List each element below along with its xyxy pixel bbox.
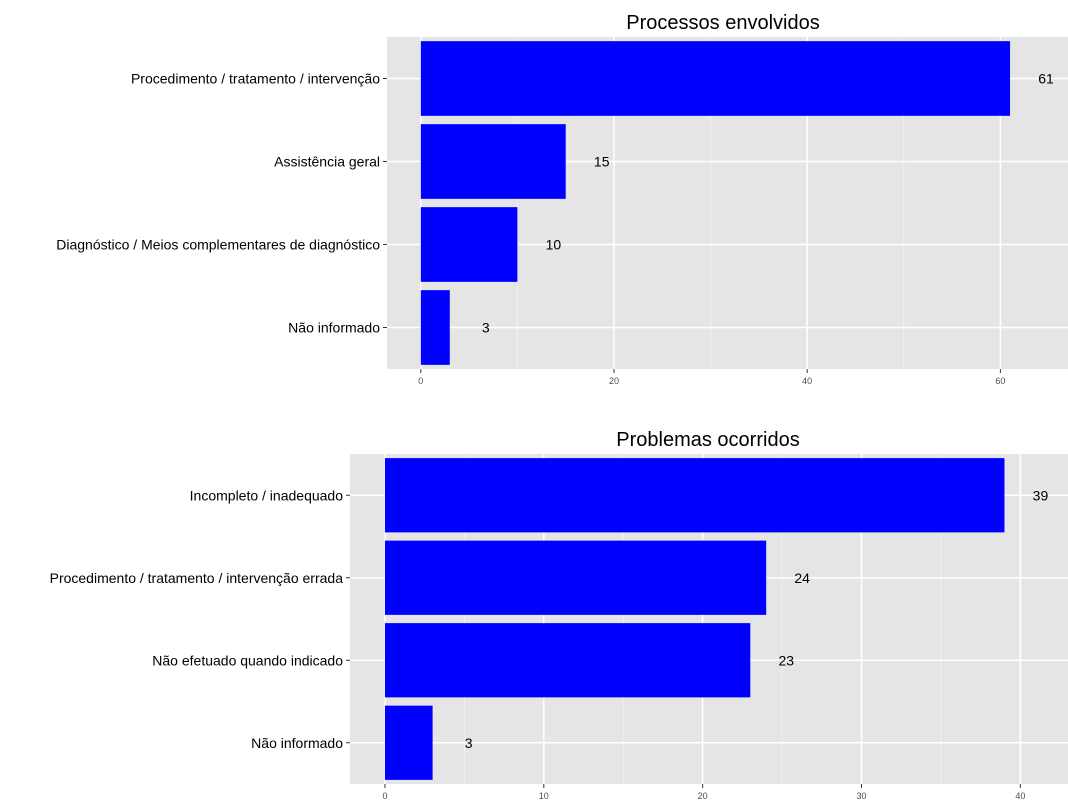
bar — [420, 290, 450, 365]
x-tick-label: 40 — [1015, 791, 1025, 799]
bar — [420, 207, 518, 282]
value-label: 39 — [1033, 487, 1049, 503]
x-tick-label: 30 — [856, 791, 866, 799]
value-label: 15 — [594, 154, 610, 170]
value-label: 3 — [465, 735, 473, 751]
bar — [384, 540, 767, 615]
category-label: Não efetuado quando indicado — [152, 652, 343, 668]
bar — [384, 705, 433, 780]
x-tick-label: 20 — [698, 791, 708, 799]
x-tick-label: 0 — [418, 376, 423, 386]
x-tick-label: 0 — [382, 791, 387, 799]
chart-processos-envolvidos: Processos envolvidos 61 Procedimento / tr… — [56, 12, 1068, 386]
x-tick-label: 20 — [609, 376, 619, 386]
category-label: Incompleto / inadequado — [190, 487, 344, 503]
bar — [384, 623, 751, 698]
value-label: 61 — [1038, 71, 1054, 87]
value-label: 24 — [794, 570, 810, 586]
chart-title: Processos envolvidos — [626, 12, 819, 34]
category-label: Procedimento / tratamento / intervenção — [131, 71, 380, 87]
x-tick-label: 60 — [995, 376, 1005, 386]
x-tick-label: 40 — [802, 376, 812, 386]
value-label: 3 — [482, 320, 490, 336]
value-label: 10 — [546, 237, 562, 253]
bar — [420, 124, 566, 199]
category-label: Assistência geral — [274, 154, 380, 170]
category-label: Diagnóstico / Meios complementares de di… — [56, 237, 380, 253]
value-label: 23 — [779, 652, 795, 668]
bar — [420, 41, 1011, 116]
category-label: Procedimento / tratamento / intervenção … — [50, 570, 344, 586]
x-tick-label: 10 — [539, 791, 549, 799]
category-label: Não informado — [251, 735, 343, 751]
category-label: Não informado — [288, 320, 380, 336]
bar — [384, 458, 1005, 533]
chart-title: Problemas ocorridos — [616, 429, 799, 451]
chart-problemas-ocorridos: Problemas ocorridos 39 Incompleto / inade… — [50, 429, 1068, 801]
